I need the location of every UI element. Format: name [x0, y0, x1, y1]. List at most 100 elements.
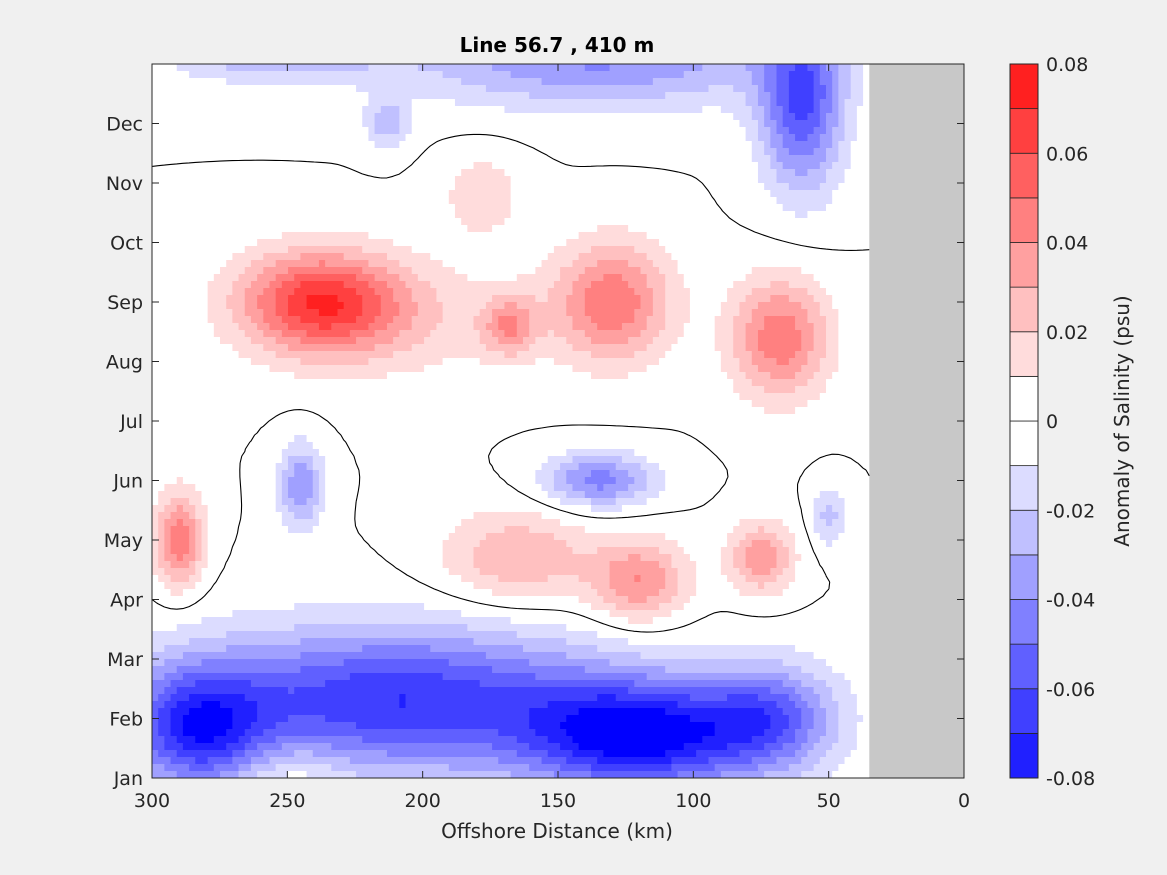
- field-cell: [739, 204, 747, 212]
- field-cell: [733, 351, 741, 359]
- field-cell: [176, 99, 184, 107]
- field-cell: [764, 302, 771, 310]
- field-cell: [646, 295, 654, 303]
- field-cell: [226, 134, 233, 142]
- field-cell: [628, 351, 635, 359]
- field-cell: [819, 85, 827, 93]
- field-cell: [745, 218, 753, 226]
- field-cell: [720, 225, 728, 233]
- field-cell: [708, 127, 716, 135]
- field-cell: [652, 309, 660, 317]
- field-cell: [331, 330, 339, 338]
- field-cell: [745, 120, 753, 128]
- field-cell: [813, 85, 821, 93]
- field-cell: [597, 295, 604, 303]
- field-cell: [751, 204, 759, 212]
- field-cell: [844, 113, 852, 121]
- field-cell: [727, 316, 734, 324]
- field-cell: [288, 358, 295, 366]
- field-cell: [819, 323, 827, 331]
- field-cell: [448, 344, 456, 352]
- field-cell: [727, 197, 734, 205]
- field-cell: [263, 302, 271, 310]
- field-cell: [813, 267, 821, 275]
- field-cell: [275, 183, 283, 191]
- field-cell: [838, 204, 846, 212]
- field-cell: [281, 323, 289, 331]
- field-cell: [560, 358, 567, 366]
- field-cell: [226, 232, 233, 240]
- field-cell: [634, 239, 642, 247]
- field-cell: [708, 253, 716, 261]
- field-cell: [294, 106, 301, 114]
- field-cell: [615, 127, 623, 135]
- field-cell: [751, 316, 759, 324]
- field-cell: [547, 71, 555, 79]
- field-cell: [591, 183, 598, 191]
- field-cell: [863, 232, 870, 240]
- field-cell: [856, 323, 864, 331]
- field-cell: [776, 218, 784, 226]
- field-cell: [386, 106, 394, 114]
- field-cell: [523, 260, 530, 268]
- field-cell: [312, 288, 320, 296]
- field-cell: [473, 106, 481, 114]
- field-cell: [547, 78, 555, 86]
- field-cell: [689, 344, 697, 352]
- field-cell: [714, 106, 722, 114]
- field-cell: [226, 323, 233, 331]
- field-cell: [201, 309, 209, 317]
- field-cell: [430, 323, 438, 331]
- field-cell: [318, 253, 326, 261]
- field-cell: [646, 267, 654, 275]
- field-cell: [170, 71, 178, 79]
- field-cell: [244, 148, 252, 156]
- field-cell: [572, 260, 580, 268]
- field-cell: [523, 190, 530, 198]
- field-cell: [226, 330, 233, 338]
- field-cell: [566, 204, 574, 212]
- field-cell: [523, 78, 530, 86]
- field-cell: [819, 232, 827, 240]
- field-cell: [708, 148, 716, 156]
- field-cell: [182, 239, 190, 247]
- field-cell: [572, 71, 580, 79]
- field-cell: [250, 78, 258, 86]
- field-cell: [646, 246, 654, 254]
- field-cell: [757, 316, 765, 324]
- field-cell: [393, 316, 400, 324]
- field-cell: [164, 309, 172, 317]
- field-cell: [677, 204, 685, 212]
- field-cell: [863, 267, 870, 275]
- field-cell: [312, 239, 320, 247]
- field-cell: [801, 337, 809, 345]
- field-cell: [591, 239, 598, 247]
- field-cell: [442, 232, 450, 240]
- field-cell: [832, 358, 839, 366]
- field-cell: [424, 288, 431, 296]
- field-cell: [745, 288, 753, 296]
- field-cell: [306, 330, 314, 338]
- field-cell: [393, 281, 400, 289]
- field-cell: [368, 267, 376, 275]
- field-cell: [770, 309, 778, 317]
- field-cell: [603, 113, 611, 121]
- field-cell: [547, 225, 555, 233]
- field-cell: [461, 141, 468, 149]
- field-cell: [152, 351, 159, 359]
- field-cell: [813, 337, 821, 345]
- field-cell: [275, 71, 283, 79]
- field-cell: [720, 309, 728, 317]
- field-cell: [288, 232, 295, 240]
- field-cell: [473, 218, 481, 226]
- field-cell: [621, 225, 629, 233]
- field-cell: [275, 281, 283, 289]
- field-cell: [819, 302, 827, 310]
- field-cell: [720, 337, 728, 345]
- field-cell: [523, 232, 530, 240]
- field-cell: [318, 183, 326, 191]
- field-cell: [226, 92, 233, 100]
- field-cell: [232, 253, 240, 261]
- field-cell: [393, 183, 400, 191]
- field-cell: [479, 106, 487, 114]
